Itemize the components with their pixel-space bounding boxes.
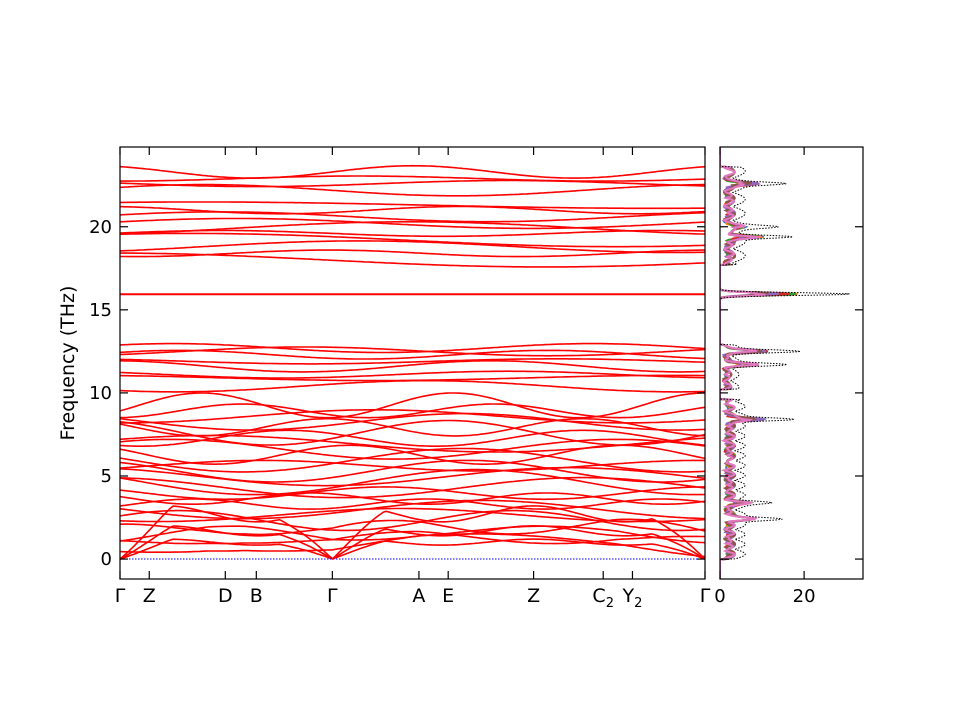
band-line-11 [120, 492, 705, 505]
band-line-23 [120, 419, 705, 446]
y-tick-label-4: 20 [89, 217, 112, 238]
band-line-51 [120, 175, 705, 182]
band-line-29 [120, 379, 705, 393]
x-tick-label-4: Γ [327, 585, 338, 607]
x-tick-label-0: Γ [115, 585, 126, 607]
band-line-48 [120, 201, 705, 210]
dos-total [720, 147, 850, 579]
band-line-18 [120, 447, 705, 473]
band-plot-frame [119, 146, 706, 580]
band-line-4 [120, 530, 705, 545]
y-tick-label-1: 5 [101, 466, 112, 487]
x-tick-label-1: Z [143, 585, 156, 607]
band-line-30 [120, 374, 705, 382]
y-tick-label-2: 10 [89, 383, 112, 404]
band-line-44 [120, 221, 705, 235]
band-line-12 [120, 486, 705, 501]
band-line-36 [120, 342, 705, 354]
band-line-49 [120, 183, 705, 197]
dos-curves [720, 147, 850, 579]
y-tick-label-0: 0 [101, 549, 112, 570]
dos-x-tick-label-0: 0 [714, 586, 725, 607]
dos-axes: 0 20 [714, 147, 863, 607]
band-line-52 [120, 164, 705, 179]
band-line-22 [120, 429, 705, 447]
band-line-7 [120, 509, 705, 532]
band-line-14 [120, 468, 705, 496]
x-tick-label-7: Z [527, 585, 540, 607]
x-tick-label-9: Y2 [622, 585, 643, 611]
x-tick-label-5: A [412, 585, 425, 607]
band-line-8 [120, 507, 705, 523]
band-line-32 [120, 360, 705, 373]
band-line-34 [120, 349, 705, 360]
band-line-5 [120, 525, 705, 544]
band-line-16 [120, 459, 705, 483]
x-tick-label-3: B [250, 585, 263, 607]
x-tick-label-10: Γ [700, 585, 711, 607]
band-line-28 [120, 392, 705, 419]
x-tick-label-6: E [442, 585, 454, 607]
band-line-45 [120, 217, 705, 230]
band-line-20 [120, 438, 705, 460]
dos-partial-6 [720, 147, 766, 579]
band-line-42 [120, 232, 705, 248]
band-y-axis: 0 5 10 15 20 [89, 217, 705, 570]
band-line-24 [120, 417, 705, 437]
band-line-50 [120, 179, 705, 188]
dos-plot-frame [719, 146, 864, 580]
dos-x-tick-label-1: 20 [793, 586, 816, 607]
band-line-39 [120, 252, 705, 268]
band-line-40 [120, 249, 705, 258]
y-axis-label: Frequency (THz) [57, 286, 79, 441]
band-line-26 [120, 409, 705, 424]
x-tick-label-2: D [218, 585, 233, 607]
band-x-axis: Γ Z D B Γ A E Z C2 Y2 Γ [115, 585, 711, 611]
x-tick-label-8: C2 [592, 585, 614, 611]
y-tick-label-3: 15 [89, 300, 112, 321]
band-line-47 [120, 205, 705, 215]
band-line-33 [120, 358, 705, 365]
band-line-0 [120, 538, 705, 560]
dos-panel: 0 20 [714, 146, 864, 607]
band-line-10 [120, 498, 705, 510]
band-line-27 [120, 403, 705, 419]
band-line-35 [120, 346, 705, 357]
band-lines [120, 164, 705, 560]
band-line-41 [120, 240, 705, 254]
band-line-17 [120, 459, 705, 472]
band-line-43 [120, 229, 705, 238]
band-line-25 [120, 412, 705, 431]
band-line-31 [120, 370, 705, 379]
